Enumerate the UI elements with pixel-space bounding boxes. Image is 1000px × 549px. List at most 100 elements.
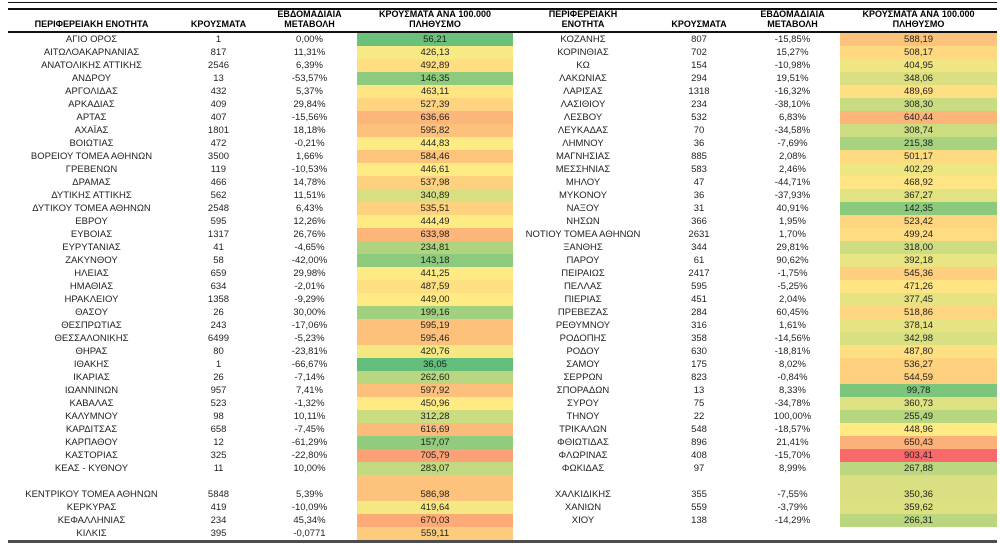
rate-cell: 340,89 [357,189,513,202]
table-row: ΗΛΕΙΑΣ 659 29,98% 441,25 [8,267,513,280]
region-cell: ΝΟΤΙΟΥ ΤΟΜΕΑ ΑΘΗΝΩΝ [525,229,641,240]
change-cell: 45,34% [293,515,326,526]
rate-cell: 392,18 [840,254,997,267]
table-row: ΚΕΦΑΛΛΗΝΙΑΣ 234 45,34% 670,03 [8,514,513,527]
change-cell: 19,51% [776,73,809,84]
rate-cell: 595,19 [357,319,513,332]
rate-cell: 267,88 [840,462,997,475]
rate-cell: 487,59 [357,280,513,293]
table-row: ΚΩ 154 -10,98% 404,95 [513,59,997,72]
region-cell: ΚΕΡΚΥΡΑΣ [66,502,117,513]
table-row: ΛΕΥΚΑΔΑΣ 70 -34,58% 308,74 [513,124,997,137]
region-cell: ΚΟΡΙΝΘΙΑΣ [557,47,609,58]
region-cell: ΧΑΛΚΙΔΙΚΗΣ [554,489,612,500]
table-row: ΡΟΔΟΥ 630 -18,81% 487,80 [513,345,997,358]
region-cell: ΤΡΙΚΑΛΩΝ [559,424,607,435]
rate-cell: 99,78 [840,384,997,397]
change-cell: 7,41% [296,385,323,396]
rate-cell: 499,24 [840,228,997,241]
region-cell: ΞΑΝΘΗΣ [563,242,603,253]
rate-cell: 586,98 [357,488,513,501]
rate-cell: 318,00 [840,241,997,254]
rate-cell: 444,83 [357,137,513,150]
cases-cell: 451 [691,294,707,305]
cases-cell: 595 [691,281,707,292]
change-cell: -38,10% [774,99,811,110]
column-header-region-label: ΠΕΡΙΦΕΡΕΙΑΚΗ ΕΝΟΤΗΤΑ [548,9,618,29]
rate-cell: 56,21 [357,33,513,46]
change-cell: -0,0771 [293,528,326,539]
change-cell: 21,41% [776,437,809,448]
cases-cell: 31 [693,203,705,214]
rate-cell: 266,31 [840,514,997,527]
change-cell: 0,00% [296,34,323,45]
cases-cell: 523 [210,398,227,409]
cases-cell: 1 [215,359,222,370]
change-cell: -61,29% [291,437,328,448]
change-cell: -15,85% [774,34,811,45]
rate-cell: 444,49 [357,215,513,228]
cases-cell: 13 [213,73,224,84]
cases-cell: 957 [210,385,227,396]
region-cell: ΣΑΜΟΥ [566,359,600,370]
table-row: ΤΗΝΟΥ 22 100,00% 255,49 [513,410,997,423]
region-table-left: ΠΕΡΙΦΕΡΕΙΑΚΗ ΕΝΟΤΗΤΑ ΚΡΟΥΣΜΑΤΑ ΕΒΔΟΜΑΔΙΑ… [8,9,513,540]
cases-cell: 1318 [688,86,710,97]
rate-cell: 426,13 [357,46,513,59]
cases-cell: 175 [691,359,707,370]
rate-cell: 636,66 [357,111,513,124]
change-cell: -17,06% [291,320,328,331]
change-cell: -53,57% [291,73,328,84]
rate-cell: 348,06 [840,72,997,85]
region-cell: ΑΝΔΡΟΥ [71,73,112,84]
region-cell: ΚΟΖΑΝΗΣ [560,34,606,45]
region-cell: ΕΥΒΟΙΑΣ [70,229,113,240]
change-cell: 8,99% [779,463,806,474]
cases-cell: 807 [691,34,707,45]
rate-cell: 535,51 [357,202,513,215]
change-cell: 30,00% [293,307,326,318]
rate-cell: 143,18 [357,254,513,267]
region-cell: ΛΕΥΚΑΔΑΣ [557,125,609,136]
cases-cell: 138 [691,515,707,526]
change-cell: 90,62% [776,255,809,266]
table-row: ΗΡΑΚΛΕΙΟΥ 1358 -9,29% 449,00 [8,293,513,306]
change-cell: 1,95% [779,216,806,227]
cases-cell: 355 [691,489,707,500]
column-header-cases: ΚΡΟΥΣΜΑΤΑ [175,19,262,34]
rate-cell: 234,81 [357,241,513,254]
region-cell: ΚΕΝΤΡΙΚΟΥ ΤΟΜΕΑ ΑΘΗΝΩΝ [25,489,158,500]
cases-cell: 316 [691,320,707,331]
cases-cell: 407 [210,112,227,123]
rate-cell: 471,26 [840,280,997,293]
region-cell: ΒΟΡΕΙΟΥ ΤΟΜΕΑ ΑΘΗΝΩΝ [30,151,153,162]
region-cell: ΜΗΛΟΥ [565,177,601,188]
region-cell: ΜΕΣΣΗΝΙΑΣ [555,164,611,175]
table-body-left: ΑΓΙΟ ΟΡΟΣ 1 0,00% 56,21 ΑΙΤΩΛΟΑΚΑΡΝΑΝΙΑΣ 817 1… [8,33,513,540]
column-header-weekly-change-label: ΕΒΔΟΜΑΔΙΑΙΑ ΜΕΤΑΒΟΛΗ [760,9,825,29]
change-cell: -1,75% [777,268,808,279]
column-header-weekly-change: ΕΒΔΟΜΑΔΙΑΙΑ ΜΕΤΑΒΟΛΗ [262,9,357,33]
region-cell: ΠΑΡΟΥ [566,255,600,266]
region-cell: ΠΕΙΡΑΙΩΣ [561,268,605,279]
rate-cell: 441,25 [357,267,513,280]
table-row: ΖΑΚΥΝΘΟΥ 58 -42,00% 143,18 [8,254,513,267]
region-cell: ΔΥΤΙΚΗΣ ΑΤΤΙΚΗΣ [51,190,132,201]
cases-cell: 562 [210,190,227,201]
cases-cell: 2631 [688,229,710,240]
rate-cell: 262,60 [357,371,513,384]
cases-cell: 559 [691,502,707,513]
table-row: ΠΡΕΒΕΖΑΣ 284 60,45% 518,86 [513,306,997,319]
table-row: ΘΑΣΟΥ 26 30,00% 199,16 [8,306,513,319]
table-row: ΒΟΡΕΙΟΥ ΤΟΜΕΑ ΑΘΗΝΩΝ 3500 1,66% 584,46 [8,150,513,163]
cases-cell: 419 [210,502,227,513]
table-row: ΡΕΘΥΜΝΟΥ 316 1,61% 378,14 [513,319,997,332]
table-row: ΑΝΑΤΟΛΙΚΗΣ ΑΤΤΙΚΗΣ 2546 6,39% 492,89 [8,59,513,72]
cases-cell: 595 [210,216,227,227]
column-header-region-label: ΠΕΡΙΦΕΡΕΙΑΚΗ ΕΝΟΤΗΤΑ [34,18,149,29]
rate-cell: 545,36 [840,267,997,280]
rate-cell: 588,19 [840,33,997,46]
cases-cell: 630 [691,346,707,357]
change-cell: -3,79% [777,502,808,513]
region-cell: ΛΑΚΩΝΙΑΣ [559,73,607,84]
